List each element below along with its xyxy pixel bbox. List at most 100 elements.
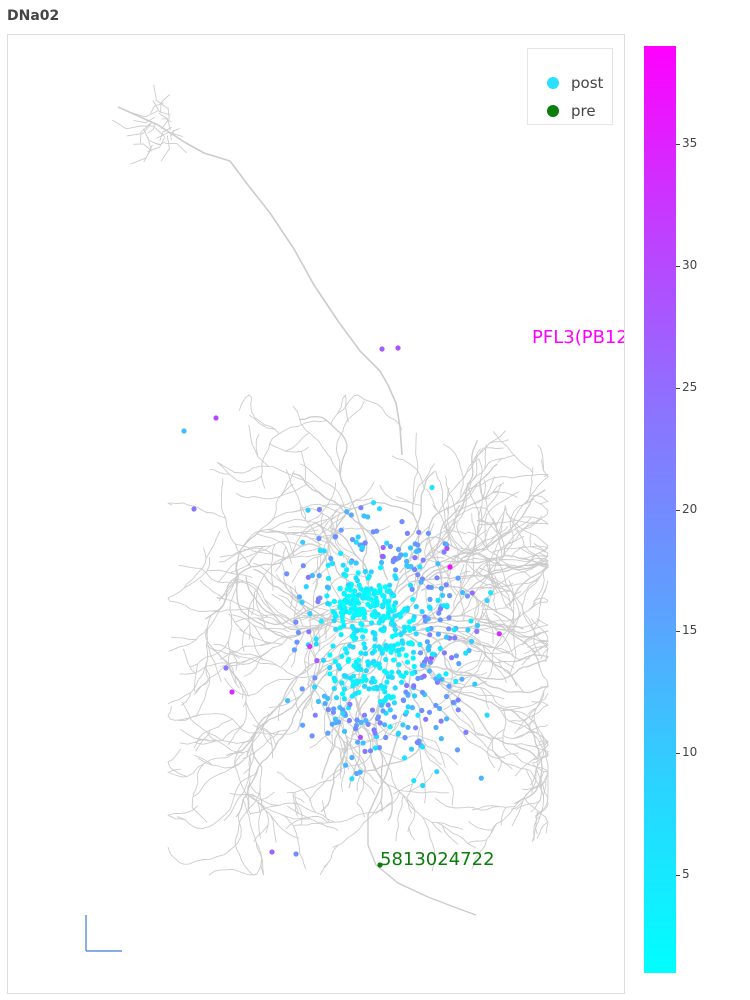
post-synapse-dot — [444, 545, 450, 552]
neurite-branch — [502, 723, 549, 740]
colorbar-tick-35: 35 — [682, 135, 698, 150]
post-synapse-dot — [329, 721, 335, 727]
legend-pre-label: pre — [571, 102, 596, 120]
neurite-branch — [205, 530, 221, 559]
neurite-branch — [509, 704, 549, 722]
post-synapse-dot — [387, 724, 393, 730]
post-synapse-dot — [380, 544, 386, 551]
neurite-branch — [495, 582, 514, 589]
neurite-branch — [213, 643, 319, 678]
neurite-branch — [238, 394, 253, 411]
post-synapse-dot — [383, 734, 389, 741]
neurite-branch — [536, 822, 549, 839]
post-synapse-dot — [402, 735, 408, 741]
post-synapse-dot — [293, 851, 299, 857]
post-synapse-dot — [425, 616, 431, 622]
post-synapse-dot — [415, 712, 421, 718]
neurite-branch — [316, 497, 374, 511]
post-synapse-dot — [434, 769, 440, 775]
neurite-branch — [213, 649, 240, 659]
post-synapse-dot — [367, 748, 374, 754]
post-synapse-dot — [324, 593, 330, 599]
neurite-branch — [239, 629, 283, 645]
neurite-branch — [355, 481, 375, 501]
neurite-branch — [375, 721, 436, 742]
post-synapse-dot — [419, 707, 425, 714]
neurite-branch — [252, 724, 298, 735]
neurite-branch — [194, 740, 217, 745]
neurite-branch — [524, 646, 543, 655]
post-synapse-dot — [451, 627, 457, 633]
post-synapse-dot — [395, 345, 401, 351]
legend-item-pre[interactable]: pre — [528, 101, 612, 121]
post-synapse-dot — [342, 646, 348, 652]
post-synapse-dot — [384, 540, 390, 546]
neurite-branch — [397, 789, 450, 794]
post-synapse-dot — [421, 673, 427, 679]
post-synapse-dot — [380, 708, 386, 714]
neurite-branch — [243, 655, 263, 677]
post-synapse-dot — [325, 707, 331, 713]
post-synapse-dot — [405, 563, 411, 570]
neurite-branch — [323, 613, 332, 635]
neurite-branch — [535, 810, 538, 835]
post-synapse-dot — [438, 736, 444, 742]
post-synapse-dot — [361, 607, 367, 614]
neurite-branch — [453, 721, 499, 760]
post-synapse-dot — [312, 712, 318, 718]
post-synapse-dot — [400, 640, 406, 646]
post-synapse-dot — [395, 730, 402, 736]
neuron-plot-area[interactable]: PFL3(PB12 5813024722 post pre — [7, 34, 625, 994]
neurite-branch — [431, 506, 450, 558]
post-synapse-dot — [331, 685, 337, 692]
post-synapse-dot — [307, 643, 313, 650]
post-synapse-dot — [463, 650, 469, 656]
neurite-branch — [472, 566, 511, 592]
post-synapse-dot — [378, 565, 384, 571]
post-synapse-dot — [433, 724, 439, 731]
post-synapse-dot — [300, 722, 306, 728]
post-synapse-dot — [484, 712, 490, 718]
post-synapse-dot — [409, 705, 415, 711]
post-synapse-dot — [397, 614, 403, 620]
post-synapse-dot — [437, 606, 443, 612]
neurite-branch — [171, 636, 197, 641]
colorbar-tick-15: 15 — [682, 623, 698, 638]
post-synapse-dot — [299, 686, 305, 692]
neurite-branch — [478, 517, 516, 524]
neurite-branch — [231, 651, 278, 666]
post-synapse-dot — [437, 645, 443, 652]
neurite-branch — [453, 559, 497, 610]
neurite-branch — [436, 821, 464, 830]
neurite-branch — [243, 519, 335, 546]
post-synapse-dot — [419, 744, 426, 750]
neurite-branch — [504, 579, 539, 608]
neurite-branch — [508, 618, 549, 634]
post-synapse-dot — [398, 631, 404, 637]
neurite-branch — [308, 726, 374, 801]
neurite-branch — [502, 708, 549, 773]
neurite-branch — [496, 706, 549, 786]
post-synapse-dot — [335, 663, 342, 669]
post-synapse-dot — [429, 651, 435, 657]
neurite-branch — [456, 724, 506, 759]
neurite-branch — [252, 624, 270, 645]
neuron-skeleton-svg[interactable]: PFL3(PB12 5813024722 — [8, 35, 625, 994]
neuron-skeleton — [112, 84, 549, 916]
post-synapse-dot — [377, 665, 383, 671]
post-synapse-dot — [441, 549, 447, 555]
post-synapse-dot — [446, 683, 452, 689]
post-synapse-dot — [478, 775, 484, 781]
neurite-branch — [266, 628, 293, 641]
neurite-branch — [300, 812, 303, 826]
post-synapse-dot — [385, 702, 391, 708]
neurite-branch — [497, 761, 502, 772]
neurite-branch — [338, 673, 363, 769]
legend-item-post[interactable]: post — [528, 73, 612, 93]
neurite-branch — [216, 597, 281, 625]
post-synapse-dot — [375, 716, 381, 722]
neurite-branch — [478, 458, 487, 500]
post-synapse-dot — [379, 346, 385, 352]
post-synapse-dot — [359, 678, 365, 684]
colorbar-tickmark-30 — [676, 265, 680, 267]
